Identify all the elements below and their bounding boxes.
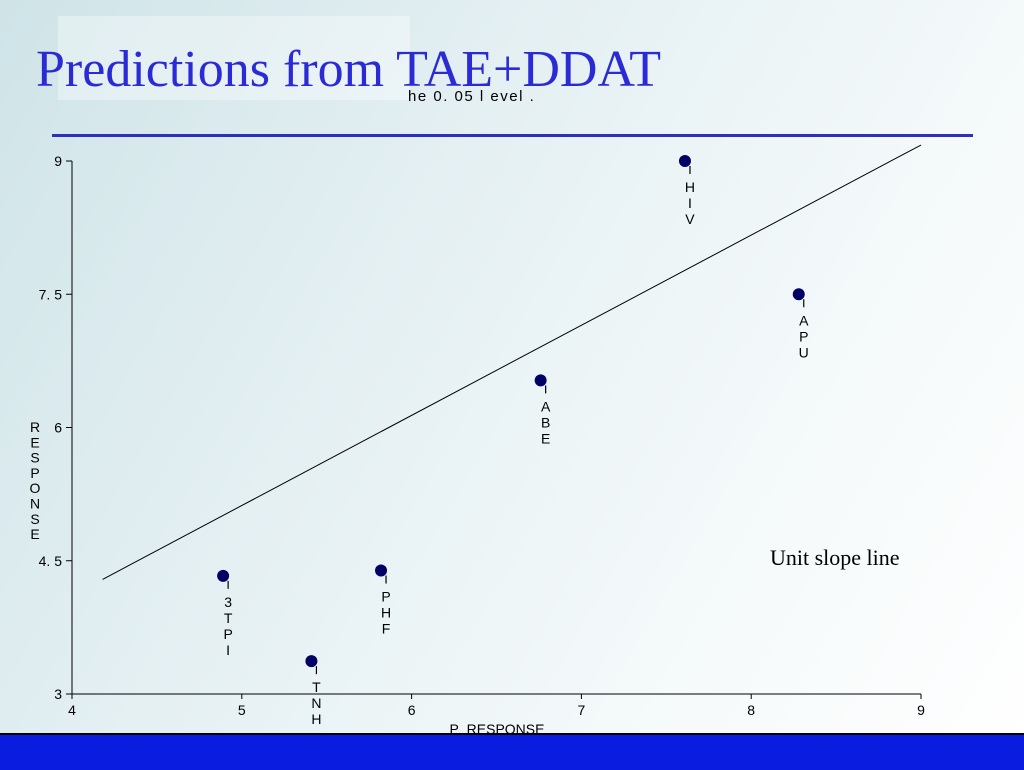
point-label-letter: F — [382, 621, 391, 637]
x-tick-label: 5 — [238, 702, 246, 718]
point-label-letter: H — [381, 605, 391, 621]
y-axis-title-letter: E — [30, 526, 39, 542]
point-label-letter: H — [685, 179, 695, 195]
title-highlight-box — [58, 16, 410, 100]
unit-slope-annotation: Unit slope line — [770, 545, 900, 570]
point-label-letter: I — [688, 195, 692, 211]
y-axis-title-letter: S — [30, 511, 39, 527]
point-label-letter: A — [541, 398, 551, 414]
y-axis-ticks: 3 4. 5 6 7. 5 9 — [39, 153, 72, 702]
point-marker — [792, 288, 805, 301]
unit-slope-line — [102, 144, 922, 580]
point-label-letter: T — [312, 679, 321, 695]
point-marker — [375, 564, 388, 577]
point-label-letter: H — [311, 711, 321, 727]
point-label-letter: P — [799, 328, 808, 344]
y-tick-label: 7. 5 — [39, 286, 63, 302]
point-marker — [305, 655, 318, 668]
y-tick-label: 3 — [54, 686, 62, 702]
point-label-letter: 3 — [224, 594, 232, 610]
point-label-letter: P — [381, 589, 390, 605]
point-label-letter: U — [799, 344, 809, 360]
point-marker — [217, 569, 230, 582]
y-axis-title-letter: N — [30, 496, 40, 512]
point-label-letter: B — [541, 414, 550, 430]
point-label-letter: A — [799, 312, 809, 328]
chart-axes — [71, 161, 921, 695]
y-axis-title-letter: P — [30, 465, 39, 481]
y-axis-title-letter: E — [30, 434, 39, 450]
y-axis-title-letter: S — [30, 450, 39, 466]
point-marker — [678, 155, 691, 167]
x-axis-ticks: 4 5 6 7 8 9 — [68, 694, 925, 718]
point-label-letter: V — [685, 211, 695, 227]
y-tick-label: 4. 5 — [39, 553, 63, 569]
footer-bar — [0, 733, 1024, 770]
subtitle-fragment: he 0. 05 l evel . — [408, 88, 536, 105]
data-points: 3 T P IT N HP H FA B EH I VA P U — [217, 155, 809, 727]
y-tick-label: 6 — [54, 420, 62, 436]
title-underline — [52, 134, 973, 137]
x-tick-label: 8 — [747, 702, 755, 718]
slide-title: Predictions from TAE+DDAT — [36, 41, 662, 98]
y-axis-title-letter: R — [30, 419, 40, 435]
x-tick-label: 4 — [68, 702, 76, 718]
y-axis-title-letter: O — [30, 480, 41, 496]
point-marker — [534, 374, 547, 387]
point-label-letter: T — [224, 610, 233, 626]
reference-line-group — [102, 144, 922, 580]
x-tick-label: 7 — [578, 702, 586, 718]
x-tick-label: 6 — [408, 702, 416, 718]
point-label-letter: I — [226, 642, 230, 658]
point-label-letter: N — [311, 695, 321, 711]
point-label-letter: E — [541, 430, 550, 446]
point-label-letter: P — [223, 626, 232, 642]
x-axis-title: P_RESPONSE — [450, 721, 545, 733]
x-tick-label: 9 — [917, 702, 925, 718]
y-tick-label: 9 — [54, 153, 62, 169]
